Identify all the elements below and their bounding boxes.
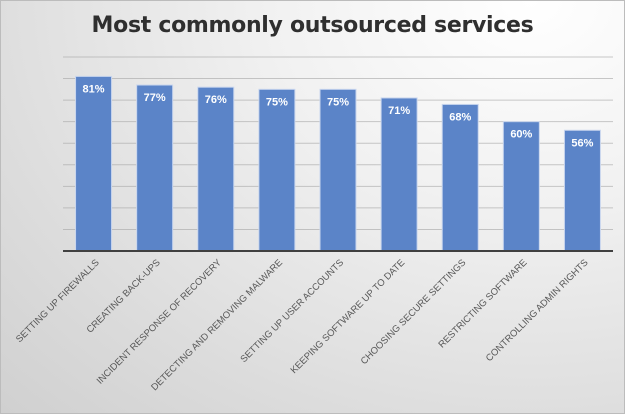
x-tick-label: CHOOSING SECURE SETTINGS bbox=[359, 257, 469, 367]
x-tick-label: CONTROLLING ADMIN RIGHTS bbox=[484, 257, 591, 364]
bar bbox=[441, 103, 479, 252]
data-label: 75% bbox=[327, 96, 349, 108]
data-label: 75% bbox=[266, 96, 288, 108]
data-label: 76% bbox=[205, 94, 227, 106]
bar bbox=[197, 86, 235, 252]
x-tick-label: DETECTING AND REMOVING MALWARE bbox=[149, 257, 285, 393]
x-tick-label: KEEPING SOFTWARE UP TO DATE bbox=[289, 257, 408, 376]
data-label: 56% bbox=[571, 137, 593, 149]
data-label: 68% bbox=[449, 111, 471, 123]
bar bbox=[319, 88, 357, 252]
data-label: 81% bbox=[83, 83, 105, 95]
data-label: 60% bbox=[510, 129, 532, 141]
bar bbox=[380, 97, 418, 252]
bar bbox=[75, 75, 113, 252]
data-label: 77% bbox=[144, 92, 166, 104]
bar bbox=[502, 121, 540, 252]
x-tick-label: SETTING UP USER ACCOUNTS bbox=[238, 257, 346, 365]
data-label: 71% bbox=[388, 105, 410, 117]
bar bbox=[136, 84, 174, 252]
x-tick-label: INCIDENT RESPONSE OF RECOVERY bbox=[95, 257, 225, 387]
chart-title: Most commonly outsourced services bbox=[91, 13, 534, 38]
bar bbox=[563, 129, 601, 252]
bar bbox=[258, 88, 296, 252]
